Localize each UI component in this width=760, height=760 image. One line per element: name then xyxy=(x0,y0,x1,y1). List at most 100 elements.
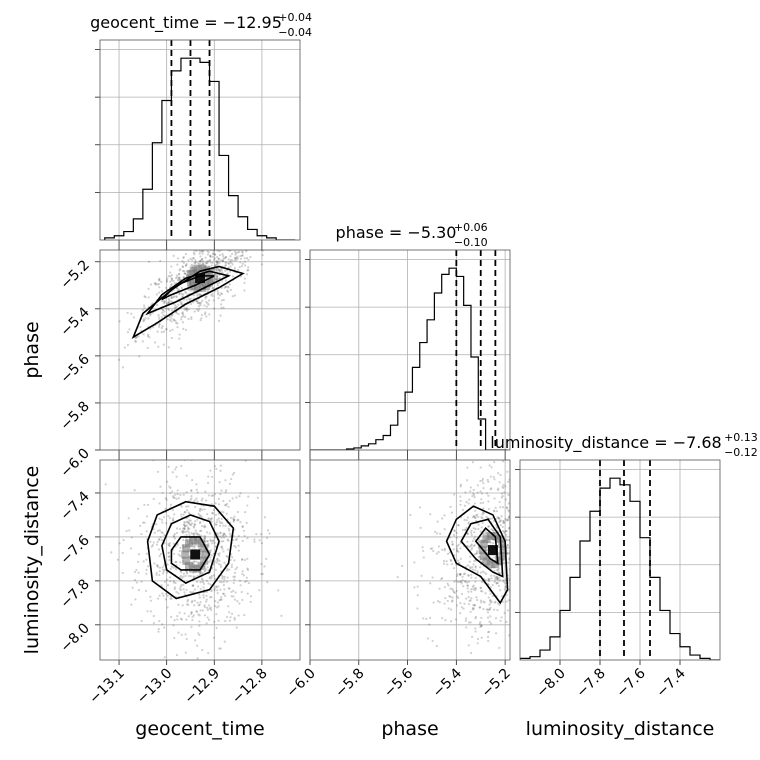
scatter-point xyxy=(216,278,219,281)
scatter-point xyxy=(504,585,508,588)
scatter-point xyxy=(457,596,460,600)
scatter-point xyxy=(422,556,425,559)
scatter-point xyxy=(173,586,176,589)
scatter-point xyxy=(170,309,174,312)
scatter-point xyxy=(488,577,491,581)
scatter-point xyxy=(491,583,494,587)
scatter-point xyxy=(474,516,477,519)
scatter-point xyxy=(181,294,184,297)
density-cell xyxy=(185,561,194,570)
scatter-point xyxy=(440,577,443,581)
scatter-point xyxy=(499,524,502,527)
scatter-point xyxy=(174,493,177,496)
scatter-point xyxy=(212,563,215,566)
scatter-point xyxy=(198,533,201,536)
scatter-point xyxy=(198,508,201,511)
scatter-point xyxy=(434,530,437,533)
scatter-point xyxy=(420,574,423,577)
scatter-point xyxy=(248,246,250,248)
scatter-point xyxy=(197,308,201,311)
scatter-point xyxy=(487,596,490,599)
scatter-point xyxy=(198,521,202,525)
scatter-point xyxy=(429,582,432,585)
scatter-point xyxy=(161,308,164,311)
scatter-point xyxy=(156,564,159,567)
scatter-point xyxy=(216,557,219,561)
scatter-point xyxy=(212,508,215,511)
scatter-point xyxy=(469,567,472,570)
scatter-point xyxy=(513,591,515,593)
scatter-point xyxy=(479,479,482,483)
scatter-point xyxy=(160,584,163,587)
scatter-point xyxy=(472,537,476,540)
scatter-point xyxy=(128,529,131,532)
scatter-point xyxy=(223,594,227,598)
scatter-point xyxy=(182,255,185,259)
scatter-point xyxy=(268,532,271,535)
density-cell xyxy=(193,283,202,292)
scatter-point xyxy=(494,506,497,509)
scatter-point xyxy=(134,340,137,343)
scatter-point xyxy=(132,316,135,319)
scatter-point xyxy=(185,307,188,310)
scatter-point xyxy=(175,654,179,657)
scatter-point xyxy=(173,306,176,309)
xaxis-label-luminosity_distance: luminosity_distance xyxy=(526,718,715,740)
scatter-point xyxy=(214,273,217,277)
scatter-point xyxy=(447,584,450,587)
scatter-point xyxy=(553,457,555,459)
scatter-point xyxy=(192,584,195,587)
scatter-point xyxy=(144,296,147,299)
scatter-point xyxy=(179,268,182,271)
scatter-point xyxy=(220,510,223,513)
scatter-point xyxy=(502,483,505,487)
scatter-point xyxy=(213,257,216,260)
scatter-point xyxy=(156,283,159,286)
scatter-point xyxy=(495,577,498,580)
scatter-point xyxy=(133,489,136,492)
scatter-panel-geocent_time_vs_luminosity_distance xyxy=(95,455,301,665)
scatter-point xyxy=(222,583,226,587)
scatter-point xyxy=(135,581,138,584)
scatter-point xyxy=(175,531,179,535)
scatter-point xyxy=(479,586,483,589)
scatter-point xyxy=(190,611,193,614)
scatter-point xyxy=(220,306,223,309)
scatter-point xyxy=(197,305,201,308)
scatter-point xyxy=(230,248,232,250)
scatter-point xyxy=(485,572,488,576)
scatter-point xyxy=(512,568,514,570)
scatter-point xyxy=(230,261,233,264)
scatter-point xyxy=(220,269,223,272)
scatter-point xyxy=(181,312,184,315)
scatter-point xyxy=(168,576,172,579)
scatter-point xyxy=(222,511,225,514)
scatter-point xyxy=(500,496,503,499)
scatter-point xyxy=(177,553,180,556)
scatter-point xyxy=(198,603,201,606)
scatter-point xyxy=(461,579,464,582)
scatter-point xyxy=(480,624,483,627)
scatter-point xyxy=(513,598,515,600)
scatter-point xyxy=(152,614,155,618)
scatter-point xyxy=(208,607,211,610)
scatter-point xyxy=(457,524,460,527)
scatter-point xyxy=(209,254,212,257)
scatter-point xyxy=(193,253,196,256)
scatter-point xyxy=(419,526,422,530)
scatter-point xyxy=(245,250,248,253)
scatter-point xyxy=(501,594,504,598)
scatter-point xyxy=(137,335,140,338)
scatter-point xyxy=(220,245,222,247)
scatter-point xyxy=(470,543,473,546)
scatter-point xyxy=(219,647,222,650)
scatter-point xyxy=(180,292,183,296)
scatter-point xyxy=(472,527,475,530)
scatter-point xyxy=(197,512,200,515)
scatter-point xyxy=(169,300,172,303)
scatter-point xyxy=(449,558,452,562)
scatter-point xyxy=(426,637,430,640)
scatter-point xyxy=(181,265,184,269)
scatter-point xyxy=(244,264,247,267)
hist-phase-frame xyxy=(309,249,511,451)
